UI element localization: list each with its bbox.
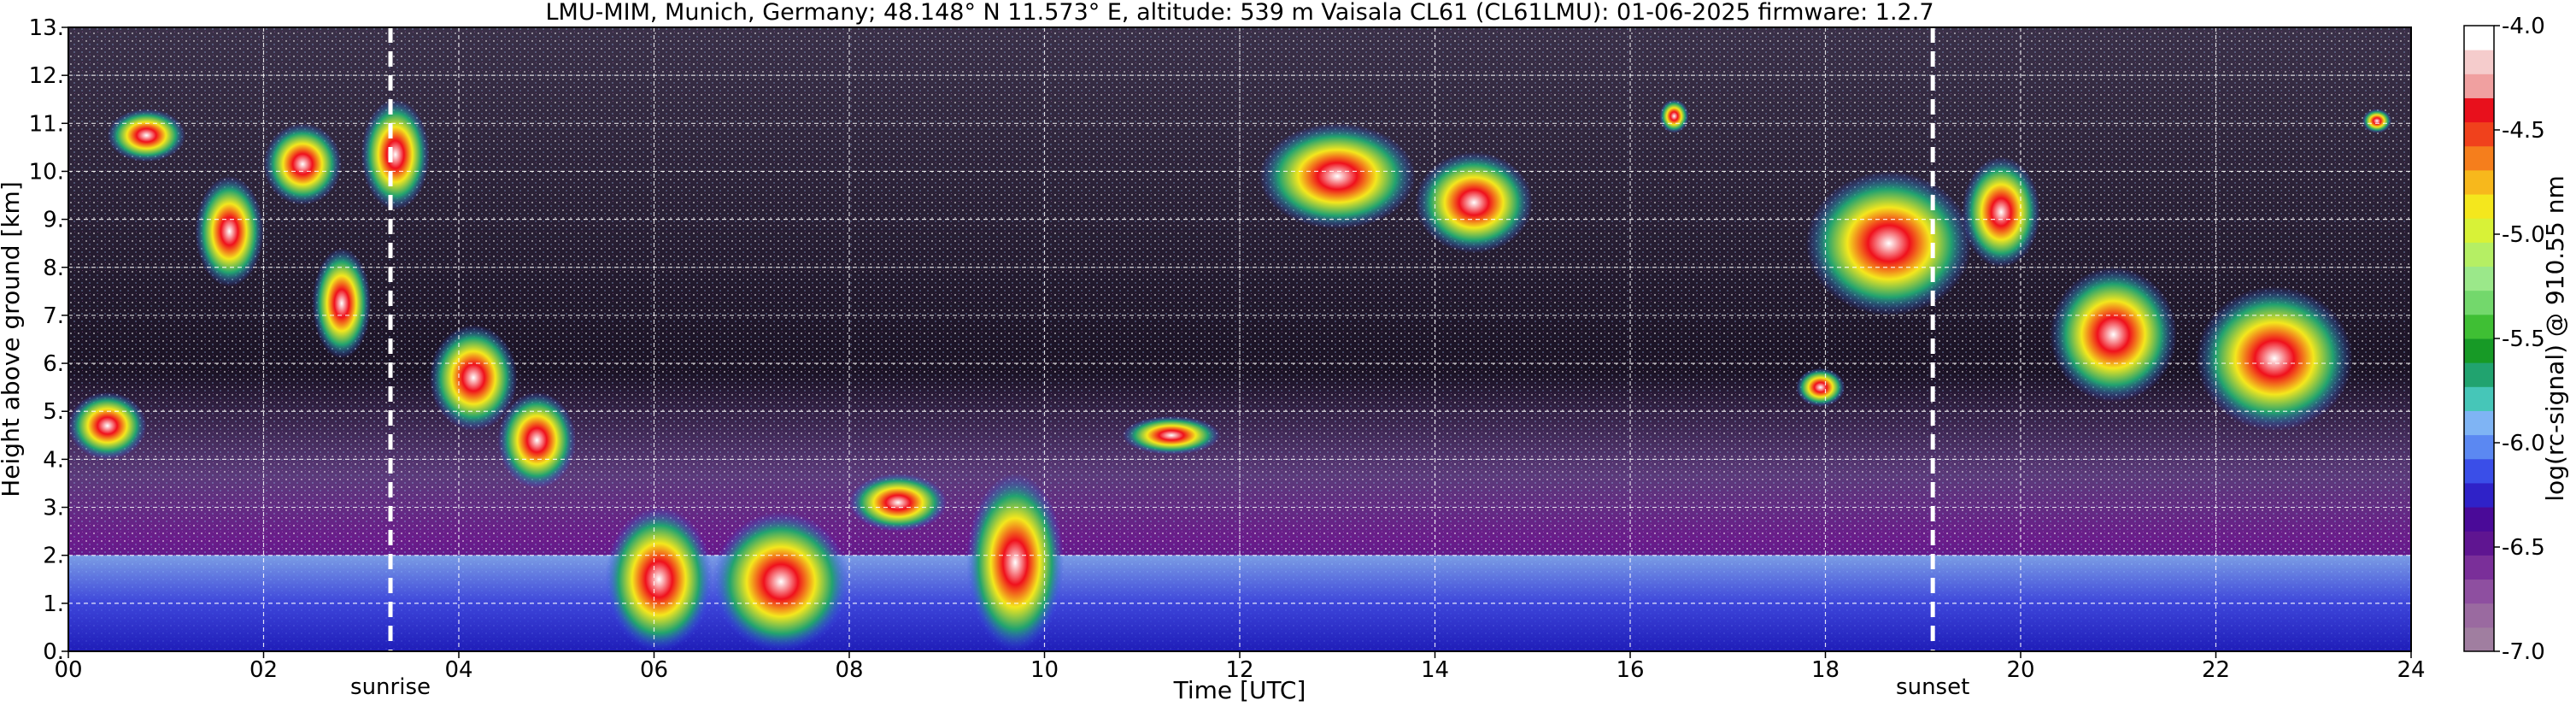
x-tick-label: 00	[54, 657, 82, 683]
colorbar-segment	[2464, 194, 2494, 219]
x-tick-label: 24	[2397, 657, 2425, 683]
cloud-feature	[1659, 99, 1689, 133]
cloud-feature	[713, 512, 850, 651]
colorbar-label: log(rc-signal) @ 910.55 nm	[2541, 175, 2569, 501]
y-tick-label: 12.	[29, 63, 64, 89]
x-tick-label: 08	[835, 657, 863, 683]
colorbar-segment	[2464, 555, 2494, 580]
colorbar-tick-label: -5.0	[2502, 222, 2545, 248]
colorbar-tick-label: -6.0	[2502, 431, 2545, 456]
y-tick-label: 6.	[43, 351, 64, 377]
colorbar-segment	[2464, 145, 2494, 171]
cloud-feature	[68, 391, 147, 460]
y-tick-label: 1.	[43, 591, 64, 617]
colorbar-tick-label: -4.5	[2502, 118, 2545, 144]
cloud-feature	[1259, 123, 1416, 229]
colorbar-segments	[2464, 26, 2494, 652]
colorbar-segment	[2464, 362, 2494, 387]
y-tick-label: 11.	[29, 111, 64, 137]
cloud-feature	[107, 109, 186, 162]
cloud-feature	[429, 325, 518, 431]
y-tick-label: 2.	[43, 544, 64, 569]
cloud-feature	[2362, 109, 2392, 133]
cloud-feature	[966, 474, 1065, 651]
cloud-feature	[1805, 171, 1972, 315]
y-tick-label: 8.	[43, 256, 64, 281]
x-tick-label: 06	[640, 657, 668, 683]
x-tick-label: 22	[2202, 657, 2230, 683]
x-tick-label: 18	[1811, 657, 1840, 683]
cloud-feature	[1962, 156, 2040, 268]
colorbar: -4.0 -4.5 -5.0 -5.5 -6.0 -6.5 -7.0 log(rc-sign…	[2463, 14, 2569, 665]
event-label: sunrise	[350, 674, 431, 700]
colorbar-segment	[2464, 50, 2494, 74]
colorbar-segment	[2464, 26, 2494, 50]
colorbar-segment	[2464, 314, 2494, 339]
colorbar-segment	[2464, 410, 2494, 436]
x-tick-label: 20	[2006, 657, 2034, 683]
y-axis-ticks: 0. 1. 2. 3. 4. 5. 6. 7. 8. 9. 10. 11. 12. 13.	[29, 15, 68, 665]
y-tick-label: 0.	[43, 639, 64, 665]
y-tick-label: 5.	[43, 399, 64, 425]
cloud-feature	[605, 507, 713, 651]
y-tick-label: 7.	[43, 303, 64, 329]
colorbar-segment	[2464, 242, 2494, 268]
colorbar-segment	[2464, 121, 2494, 147]
event-markers	[388, 27, 1935, 651]
cloud-feature	[1122, 415, 1221, 455]
y-tick-label: 3.	[43, 496, 64, 521]
colorbar-tick-label: -7.0	[2502, 639, 2545, 665]
y-tick-label: 10.	[29, 159, 64, 185]
colorbar-ticks: -4.0 -4.5 -5.0 -5.5 -6.0 -6.5 -7.0	[2494, 14, 2545, 665]
cloud-feature	[195, 176, 264, 287]
cloud-feature	[497, 391, 577, 489]
colorbar-segment	[2464, 531, 2494, 556]
colorbar-tick-label: -5.5	[2502, 327, 2545, 352]
colorbar-segment	[2464, 507, 2494, 532]
colorbar-segment	[2464, 97, 2494, 123]
colorbar-segment	[2464, 74, 2494, 98]
chart-title: LMU-MIM, Munich, Germany; 48.148° N 11.5…	[545, 0, 1933, 26]
colorbar-segment	[2464, 266, 2494, 291]
colorbar-segment	[2464, 579, 2494, 604]
colorbar-segment	[2464, 458, 2494, 484]
plot-area	[67, 26, 2412, 652]
x-tick-label: 04	[444, 657, 472, 683]
y-tick-label: 9.	[43, 208, 64, 233]
cloud-layer	[68, 99, 2392, 651]
cloud-feature	[2050, 267, 2177, 402]
cloud-feature	[312, 248, 372, 359]
y-axis-label: Height above ground [km]	[0, 181, 25, 497]
x-tick-label: 14	[1421, 657, 1449, 683]
colorbar-segment	[2464, 290, 2494, 315]
colorbar-segment	[2464, 603, 2494, 628]
y-tick-label: 4.	[43, 447, 64, 473]
cloud-feature	[1415, 152, 1533, 253]
colorbar-segment	[2464, 482, 2494, 508]
grid-lines	[68, 27, 2411, 651]
x-axis-label: Time [UTC]	[1173, 676, 1306, 704]
cloud-feature	[361, 99, 430, 210]
cloud-feature	[1796, 368, 1845, 407]
event-label: sunset	[1896, 674, 1969, 700]
colorbar-segment	[2464, 434, 2494, 460]
colorbar-segment	[2464, 386, 2494, 411]
x-axis-ticks: 00 02 04 06 08 10 12 14 16 18 20 22 24 sunrise sunset	[54, 651, 2426, 700]
colorbar-segment	[2464, 627, 2494, 652]
x-tick-label: 02	[249, 657, 278, 683]
colorbar-segment	[2464, 169, 2494, 195]
cloud-feature	[849, 474, 948, 532]
y-tick-label: 13.	[29, 15, 64, 41]
x-tick-label: 12	[1225, 657, 1253, 683]
cloud-feature	[263, 123, 342, 205]
colorbar-segment	[2464, 218, 2494, 243]
x-tick-label: 16	[1616, 657, 1644, 683]
colorbar-tick-label: -6.5	[2502, 535, 2545, 561]
cloud-feature	[2196, 286, 2353, 431]
x-tick-label: 10	[1030, 657, 1059, 683]
colorbar-segment	[2464, 338, 2494, 363]
colorbar-tick-label: -4.0	[2502, 14, 2545, 39]
